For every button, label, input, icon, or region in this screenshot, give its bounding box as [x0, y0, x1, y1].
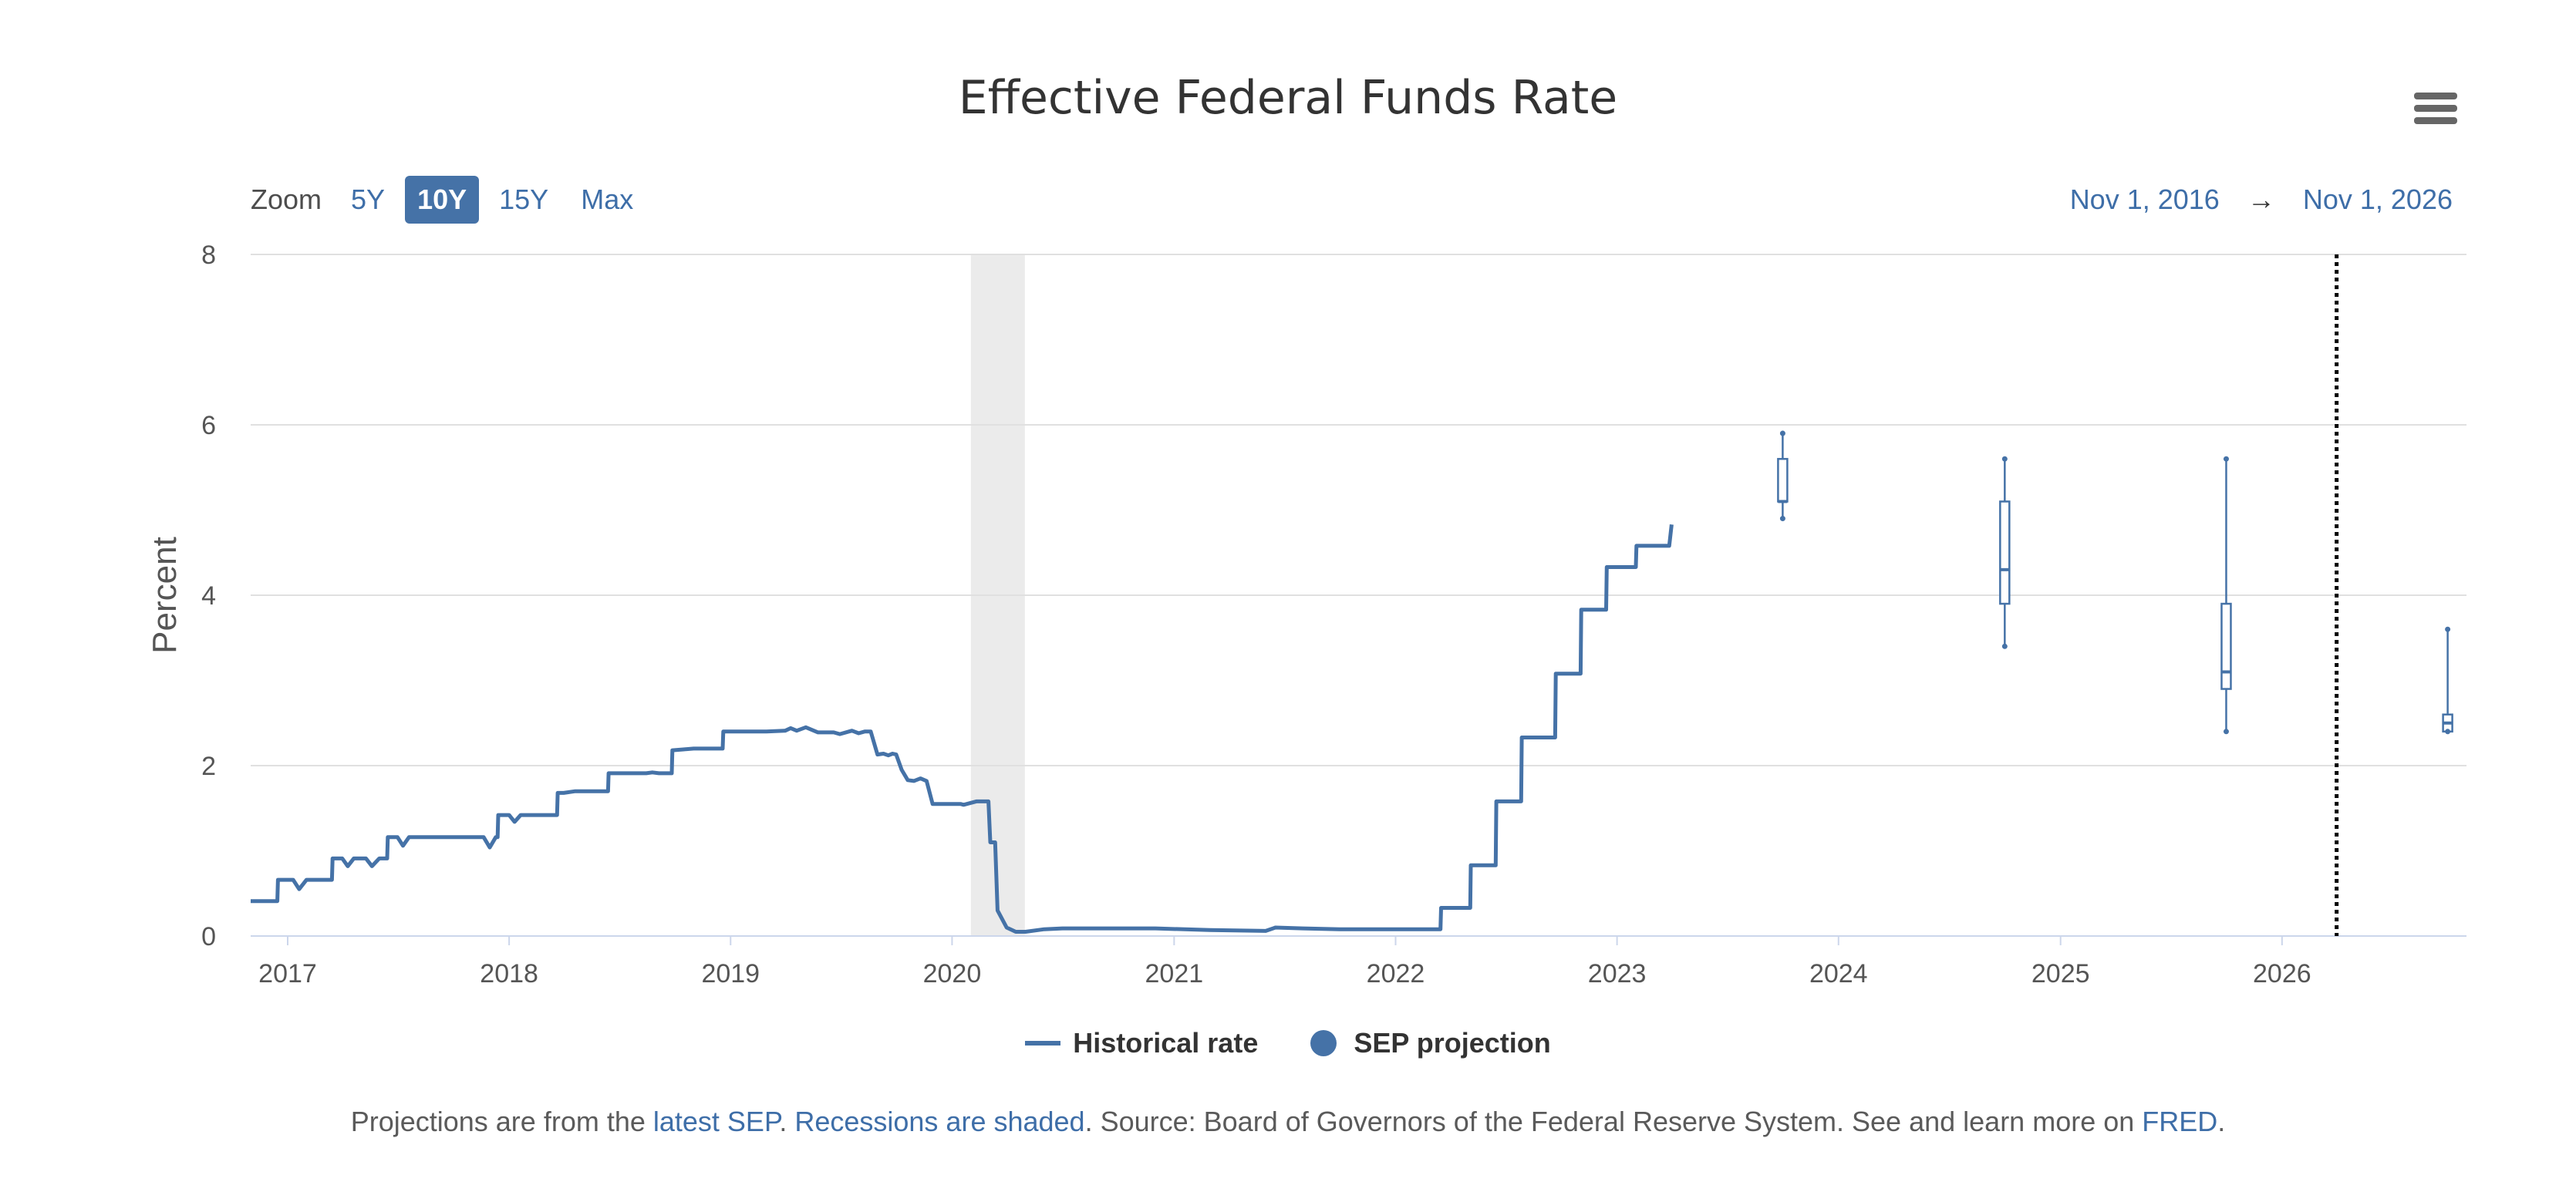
zoom-label: Zoom [251, 184, 322, 215]
projection-high-dot [2223, 456, 2229, 462]
y-axis-title: Percent [146, 537, 184, 654]
caption-prefix: Projections are from the [350, 1106, 653, 1137]
y-tick-label: 8 [201, 241, 216, 270]
caption-source: . Source: Board of Governors of the Fede… [1084, 1106, 2143, 1137]
projection-low-dot [2445, 729, 2451, 735]
range-arrow: → [2247, 184, 2275, 215]
caption-end: . [2217, 1106, 2226, 1137]
projection-box [1777, 457, 1789, 503]
y-tick-label: 4 [201, 581, 216, 611]
x-tick-label: 2024 [1809, 959, 1868, 988]
fred-link[interactable]: FRED [2142, 1106, 2218, 1137]
legend-item-historical[interactable]: Historical rate [1025, 1027, 1258, 1059]
zoom-max-button[interactable]: Max [581, 184, 634, 215]
historical-rate-line [251, 524, 1674, 934]
chart-title: Effective Federal Funds Rate [958, 71, 1618, 125]
y-tick-label: 0 [201, 922, 216, 951]
zoom-10y-button[interactable]: 10Y [405, 176, 480, 224]
date-range-display: Nov 1, 2016 → Nov 1, 2026 [2070, 184, 2453, 216]
y-tick-label: 6 [201, 411, 216, 440]
range-end[interactable]: Nov 1, 2026 [2302, 184, 2453, 215]
legend: Historical rate SEP projection [0, 1027, 2576, 1059]
projection-low-dot [1779, 516, 1785, 522]
x-tick-label: 2018 [480, 959, 538, 988]
x-tick-label: 2019 [701, 959, 760, 988]
x-tick-label: 2017 [258, 959, 317, 988]
chart-caption: Projections are from the latest SEP. Rec… [0, 1106, 2576, 1138]
legend-label-projection: SEP projection [1354, 1027, 1551, 1059]
zoom-5y-button[interactable]: 5Y [351, 184, 386, 215]
projection-high-dot [1779, 430, 1785, 436]
legend-label-historical: Historical rate [1073, 1027, 1259, 1059]
x-tick-label: 2026 [2253, 959, 2311, 988]
x-tick-label: 2025 [2031, 959, 2090, 988]
projection-box [1999, 500, 2011, 605]
zoom-15y-button[interactable]: 15Y [499, 184, 549, 215]
projection-high-dot [2001, 456, 2008, 462]
projection-box [2220, 602, 2232, 690]
menu-bar-icon [2414, 117, 2457, 124]
circle-swatch-icon [1310, 1030, 1337, 1056]
menu-bar-icon [2414, 93, 2457, 99]
projection-low-dot [2223, 729, 2229, 735]
projection-low-dot [2001, 643, 2008, 649]
latest-sep-link[interactable]: latest SEP [652, 1106, 780, 1137]
legend-item-projection[interactable]: SEP projection [1310, 1027, 1551, 1059]
x-tick-label: 2020 [923, 959, 982, 988]
x-tick-label: 2023 [1588, 959, 1647, 988]
x-tick-label: 2021 [1145, 959, 1204, 988]
menu-bar-icon [2414, 105, 2457, 112]
x-tick-label: 2022 [1367, 959, 1425, 988]
zoom-bar: Zoom 5Y 10Y 15Y Max [251, 176, 653, 224]
chart-menu-button[interactable] [2414, 93, 2457, 130]
projection-high-dot [2445, 626, 2451, 632]
range-start[interactable]: Nov 1, 2016 [2069, 184, 2220, 215]
recessions-shaded-link[interactable]: Recessions are shaded [794, 1106, 1085, 1137]
line-swatch-icon [1025, 1041, 1061, 1046]
caption-dot: . [779, 1106, 795, 1137]
y-tick-label: 2 [201, 752, 216, 781]
